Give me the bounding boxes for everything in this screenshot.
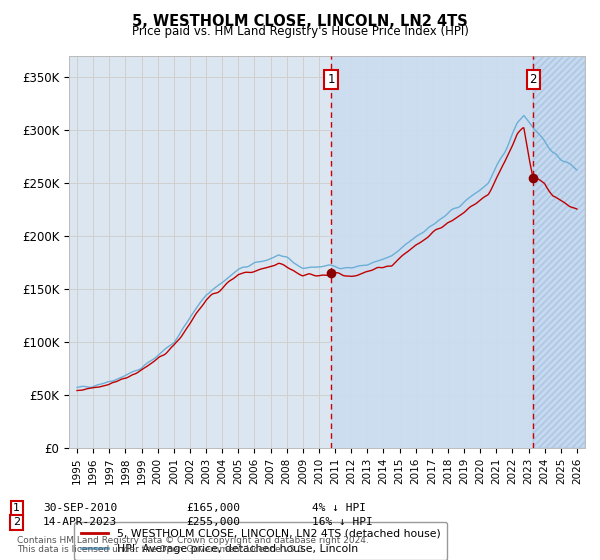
Text: £165,000: £165,000 <box>186 503 240 514</box>
Text: 1: 1 <box>327 73 335 86</box>
Text: £255,000: £255,000 <box>186 517 240 528</box>
Legend: 5, WESTHOLM CLOSE, LINCOLN, LN2 4TS (detached house), HPI: Average price, detach: 5, WESTHOLM CLOSE, LINCOLN, LN2 4TS (det… <box>74 522 447 560</box>
Text: 14-APR-2023: 14-APR-2023 <box>43 517 118 528</box>
Text: 16% ↓ HPI: 16% ↓ HPI <box>312 517 373 528</box>
Text: 1: 1 <box>13 503 20 514</box>
Text: 5, WESTHOLM CLOSE, LINCOLN, LN2 4TS: 5, WESTHOLM CLOSE, LINCOLN, LN2 4TS <box>132 14 468 29</box>
Text: 2: 2 <box>529 73 537 86</box>
Text: 30-SEP-2010: 30-SEP-2010 <box>43 503 118 514</box>
Bar <box>533 56 585 448</box>
Bar <box>331 56 533 448</box>
Bar <box>533 56 585 448</box>
Text: This data is licensed under the Open Government Licence v3.0.: This data is licensed under the Open Gov… <box>17 545 306 554</box>
Text: 4% ↓ HPI: 4% ↓ HPI <box>312 503 366 514</box>
Text: Price paid vs. HM Land Registry's House Price Index (HPI): Price paid vs. HM Land Registry's House … <box>131 25 469 38</box>
Text: 2: 2 <box>13 517 20 528</box>
Text: Contains HM Land Registry data © Crown copyright and database right 2024.: Contains HM Land Registry data © Crown c… <box>17 536 368 545</box>
